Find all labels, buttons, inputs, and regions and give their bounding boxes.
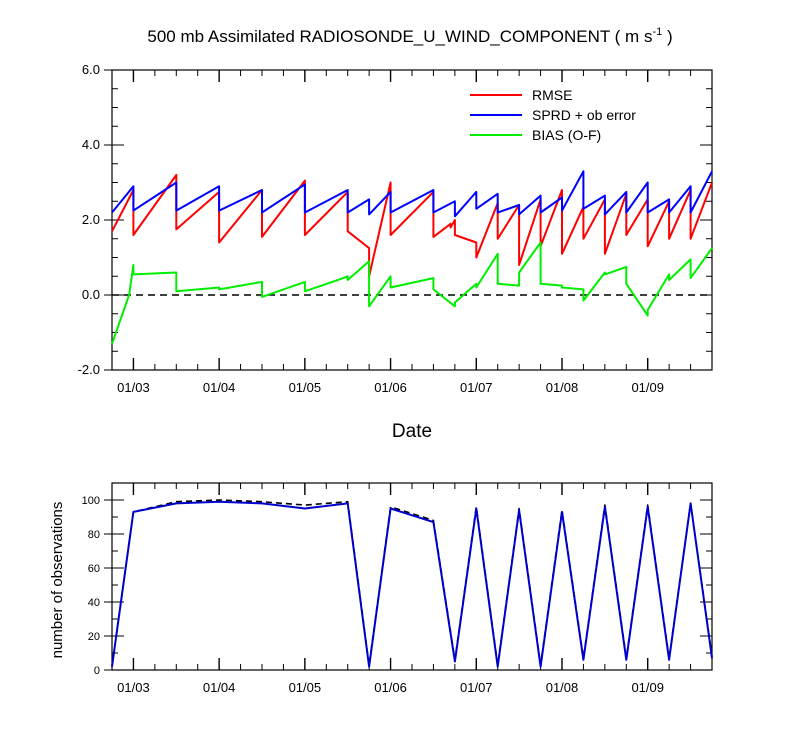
y-tick-label: 0 <box>94 665 100 677</box>
legend-label: SPRD + ob error <box>532 107 636 123</box>
panel-frame <box>111 482 713 671</box>
x-tick-label: 01/09 <box>631 680 664 695</box>
y-tick-label: 40 <box>88 597 100 609</box>
top-panel: 01/03 01/04 01/05 01/06 01/07 01/08 01/09 -2.0 0… <box>78 62 713 395</box>
bottom-y-axis-label: number of observations <box>49 502 66 659</box>
top-x-axis-label: Date <box>392 421 432 442</box>
y-tick-label: 2.0 <box>82 212 100 227</box>
x-tick-label: 01/06 <box>374 380 407 395</box>
x-tick-label: 01/04 <box>203 680 236 695</box>
y-tick-label: -2.0 <box>78 362 100 377</box>
legend-label: RMSE <box>532 87 572 103</box>
bottom-panel: 01/03 01/04 01/05 01/06 01/07 01/08 01/09 0 20 40… <box>82 482 713 695</box>
series-line-used <box>111 500 713 668</box>
series-line-rmse <box>111 174 713 278</box>
title-main: 500 mb Assimilated RADIOSONDE_U_WIND_COM… <box>147 27 652 46</box>
chart-title: 500 mb Assimilated RADIOSONDE_U_WIND_COM… <box>147 26 672 46</box>
x-tick-label: 01/05 <box>289 380 322 395</box>
x-tick-label: 01/09 <box>631 380 664 395</box>
x-tick-label: 01/06 <box>374 680 407 695</box>
y-tick-label: 20 <box>88 631 100 643</box>
x-tick-label: 01/08 <box>546 380 579 395</box>
title-close: ) <box>662 27 672 46</box>
x-tick-label: 01/08 <box>546 680 579 695</box>
title-superscript: -1 <box>652 26 662 38</box>
y-tick-label: 80 <box>88 529 100 541</box>
x-tick-label: 01/07 <box>460 680 493 695</box>
x-tick-label: 01/05 <box>289 680 322 695</box>
x-tick-label: 01/03 <box>117 380 150 395</box>
y-tick-label: 60 <box>88 563 100 575</box>
series-line-possible <box>111 499 713 667</box>
legend-label: BIAS (O-F) <box>532 127 601 143</box>
y-tick-label: 6.0 <box>82 62 100 77</box>
y-tick-label: 100 <box>82 495 100 507</box>
series-line-bias-o-f <box>111 241 713 345</box>
series-line-sprd-ob-error <box>111 170 713 218</box>
y-tick-label: 4.0 <box>82 137 100 152</box>
x-tick-label: 01/04 <box>203 380 236 395</box>
x-tick-label: 01/03 <box>117 680 150 695</box>
x-tick-label: 01/07 <box>460 380 493 395</box>
y-tick-label: 0.0 <box>82 287 100 302</box>
